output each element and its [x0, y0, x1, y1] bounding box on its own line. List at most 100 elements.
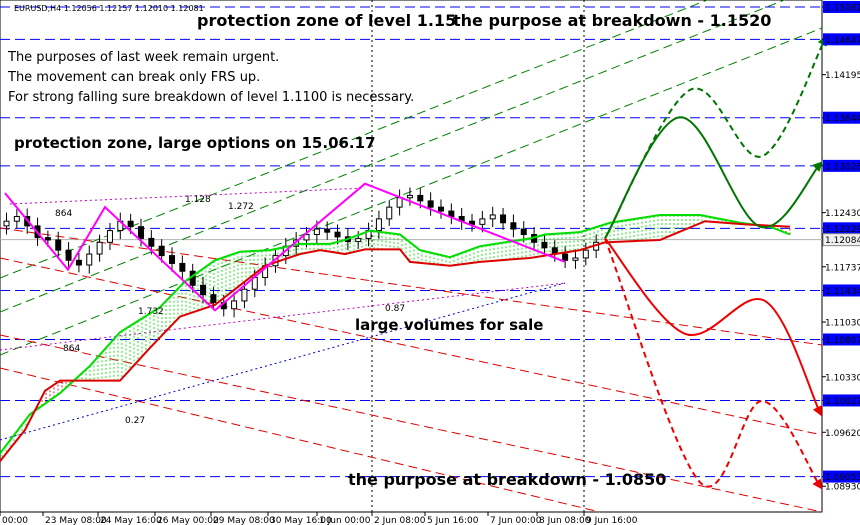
red-channel-line-1 — [0, 257, 823, 436]
y-axis: 1.15061 1.14647 1.14195 1.13644 1.13028 1.124… — [822, 0, 860, 493]
annotation-protection-zone: protection zone of level 1.15 — [197, 11, 456, 30]
annotation-purpose-up: the purpose at breakdown - 1.1520 — [453, 11, 771, 30]
zigzag-path — [4, 182, 566, 312]
x-tick-label-7: 2 Jun 08:00 — [374, 516, 426, 525]
candle-body — [437, 206, 444, 212]
y-tick-label-9: 1.11434 — [825, 287, 860, 297]
y-tick-label-14: 1.09620 — [825, 429, 860, 439]
candle-body — [427, 200, 434, 208]
candle-body — [65, 249, 72, 261]
x-tick-label-9: 7 Jun 00:00 — [490, 516, 542, 525]
candle-body — [500, 214, 507, 224]
candle-body — [44, 237, 51, 241]
candle-body — [396, 197, 403, 208]
x-tick-label-5: 30 May 16:00 — [270, 516, 332, 525]
purple-trend-line-top — [9, 187, 366, 205]
x-tick-label-4: 29 May 08:00 — [213, 516, 275, 525]
price-label-box-3 — [823, 111, 860, 124]
candle-body — [334, 231, 341, 238]
candle-body — [386, 206, 393, 220]
candle-body — [55, 239, 62, 251]
candle-body — [303, 234, 310, 241]
price-label-box-9 — [823, 284, 860, 297]
x-tick-label-6: 1 Jun 00:00 — [319, 516, 371, 525]
x-tick-label-8: 5 Jun 16:00 — [427, 516, 479, 525]
red-channel-line-2 — [0, 334, 823, 513]
candle-body — [469, 220, 476, 225]
candle-body — [13, 216, 20, 222]
price-label-box-15 — [823, 470, 860, 483]
note-line-2: The movement can break only FRS up. — [7, 70, 260, 85]
red-channel-line-0 — [0, 227, 823, 346]
x-tick-label-3: 26 May 00:00 — [157, 516, 219, 525]
green-channel-line-2 — [0, 27, 823, 356]
candle-body — [241, 288, 248, 302]
fib-label-4: 864 — [63, 344, 80, 354]
candle-body — [406, 194, 413, 199]
fib-label-6: 0.27 — [125, 416, 145, 426]
symbol-info: EURUSD,H4 1.12056 1.12157 1.12010 1.1208… — [14, 4, 204, 13]
candle-body — [324, 228, 331, 233]
price-label-box-4 — [823, 159, 860, 172]
price-label-box-13 — [823, 394, 860, 407]
candle-body — [582, 249, 589, 259]
y-tick-label-4: 1.13028 — [825, 162, 860, 172]
candle-body — [96, 241, 103, 255]
y-tick-label-5: 1.12430 — [825, 209, 860, 219]
candle-body — [562, 253, 569, 261]
price-label-box-6 — [823, 222, 860, 235]
annotation-purpose-down: the purpose at breakdown - 1.0850 — [348, 470, 666, 489]
annotations: EURUSD,H4 1.12056 1.12157 1.12010 1.1208… — [7, 4, 771, 489]
trend-channels — [0, 0, 823, 513]
y-tick-label-8: 1.11737 — [825, 263, 860, 273]
x-tick-label-11: 9 Jun 16:00 — [586, 516, 638, 525]
candle-body — [417, 194, 424, 202]
candle-body — [106, 230, 113, 243]
x-tick-label-10: 8 Jun 08:00 — [539, 516, 591, 525]
level-lines — [0, 6, 822, 478]
candle-body — [3, 220, 10, 227]
candle-body — [375, 218, 382, 232]
y-tick-label-3: 1.13644 — [825, 114, 860, 124]
x-tick-label-2: 24 May 16:00 — [100, 516, 162, 525]
indicator-lines — [0, 213, 791, 462]
forecast-down-dashed — [604, 238, 823, 490]
fast-line — [0, 213, 791, 454]
forecast-down-solid — [604, 237, 822, 417]
green-channel-line-1 — [0, 0, 786, 313]
fib-label-3: 1.732 — [138, 307, 164, 317]
candle-body — [479, 218, 486, 225]
y-tick-label-11: 1.10807 — [825, 336, 860, 346]
price-label-box-0 — [823, 0, 860, 13]
candle-body — [86, 253, 93, 266]
y-tick-label-2: 1.14195 — [825, 71, 860, 81]
candle-body — [127, 220, 134, 228]
y-tick-label-12: 1.10330 — [825, 373, 860, 383]
y-tick-label-0: 1.15061 — [825, 3, 860, 13]
candle-body — [355, 237, 362, 243]
fib-label-5: 0.87 — [385, 304, 405, 314]
plot-area — [0, 0, 823, 513]
annotation-options-zone: protection zone, large options on 15.06.… — [14, 134, 376, 152]
slow-line — [0, 220, 791, 462]
candle-body — [231, 300, 238, 310]
candle-body — [541, 241, 548, 249]
fib-label-2: 1.272 — [228, 202, 254, 212]
candle-body — [210, 294, 217, 304]
candle-body — [489, 214, 496, 220]
candle-body — [572, 257, 579, 261]
candle-body — [75, 259, 82, 266]
candle-body — [313, 228, 320, 236]
candle-body — [148, 237, 155, 247]
x-tick-label-0: 00:00 — [2, 516, 28, 525]
candle-body — [520, 228, 527, 236]
fib-labels: 864 1.128 1.272 1.732 864 0.87 0.27 — [55, 195, 405, 426]
note-line-3: For strong falling sure breakdown of lev… — [8, 90, 414, 105]
candle-body — [179, 262, 186, 272]
green-channel-line-0 — [0, 0, 709, 279]
candle-body — [158, 245, 165, 257]
price-label-box-11 — [823, 333, 860, 346]
red-channel-line-3 — [0, 367, 601, 513]
